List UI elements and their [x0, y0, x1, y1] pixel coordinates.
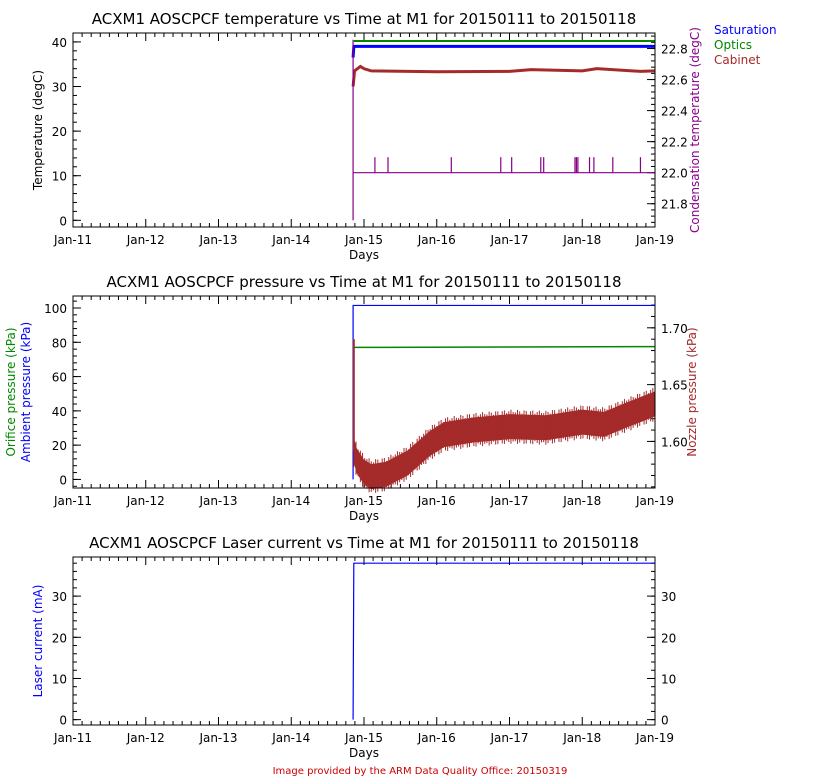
y-tick-label: 10: [52, 672, 67, 686]
x-axis-label: Days: [349, 509, 379, 523]
x-tick-label: Jan-18: [562, 233, 601, 247]
x-tick-label: Jan-18: [562, 731, 601, 745]
footer-credit: Image provided by the ARM Data Quality O…: [272, 766, 568, 777]
x-tick-label: Jan-16: [417, 494, 456, 508]
x-tick-label: Jan-14: [271, 494, 310, 508]
chart-title: ACXM1 AOSCPCF temperature vs Time at M1 …: [92, 10, 636, 28]
x-tick-label: Jan-11: [53, 233, 92, 247]
x-axis-label: Days: [349, 248, 379, 262]
x-tick-label: Jan-14: [271, 731, 310, 745]
series-saturation: [351, 44, 655, 58]
series-ambient-pressure: [352, 304, 655, 480]
x-tick-label: Jan-18: [562, 494, 601, 508]
y-tick-label: 0: [59, 214, 67, 228]
x-tick-label: Jan-13: [198, 494, 237, 508]
y-tick-label: 20: [52, 631, 67, 645]
legend-optics: Optics: [714, 38, 752, 52]
plot-frame: [72, 32, 656, 228]
x-tick-label: Jan-12: [126, 494, 165, 508]
y-right-tick-label: 1.65: [661, 379, 688, 393]
y-tick-label: 30: [52, 81, 67, 95]
legend-saturation: Saturation: [714, 23, 777, 37]
y-right-tick-label: 1.60: [661, 435, 688, 449]
x-tick-label: Jan-17: [489, 233, 528, 247]
x-tick-label: Jan-13: [198, 233, 237, 247]
y-right-tick-label: 22.6: [661, 74, 688, 88]
x-tick-label: Jan-19: [635, 731, 674, 745]
y-axis-label: Laser current (mA): [31, 585, 45, 698]
chart-panel-1: ACXM1 AOSCPCF temperature vs Time at M1 …: [31, 10, 777, 262]
plot-frame: [72, 295, 656, 489]
x-tick-label: Jan-15: [344, 731, 383, 745]
chart-panel-2: ACXM1 AOSCPCF pressure vs Time at M1 for…: [4, 273, 699, 523]
y-right-axis-label: Condensation temperature (degC): [688, 27, 702, 233]
chart-title: ACXM1 AOSCPCF pressure vs Time at M1 for…: [107, 273, 622, 291]
y-axis-label-orifice: Orifice pressure (kPa): [4, 327, 18, 456]
y-right-tick-label: 21.8: [661, 198, 688, 212]
x-tick-label: Jan-12: [126, 731, 165, 745]
x-tick-label: Jan-13: [198, 731, 237, 745]
series-orifice-pressure: [353, 345, 656, 349]
x-tick-label: Jan-11: [53, 731, 92, 745]
y-right-tick-label: 22.8: [661, 43, 688, 57]
y-tick-label: 80: [52, 336, 67, 350]
x-tick-label: Jan-14: [271, 233, 310, 247]
y-tick-label: 30: [52, 590, 67, 604]
y-right-tick-label: 22.0: [661, 167, 688, 181]
y-axis-label: Temperature (degC): [31, 70, 45, 191]
x-tick-label: Jan-16: [417, 731, 456, 745]
x-tick-label: Jan-11: [53, 494, 92, 508]
x-tick-label: Jan-19: [635, 233, 674, 247]
y-right-tick-label: 0: [661, 714, 669, 728]
series-cabinet: [351, 64, 656, 87]
y-tick-label: 0: [59, 714, 67, 728]
y-tick-label: 100: [44, 302, 67, 316]
x-tick-label: Jan-15: [344, 494, 383, 508]
y-right-tick-label: 1.70: [661, 322, 688, 336]
x-axis-label: Days: [349, 746, 379, 760]
x-tick-label: Jan-16: [417, 233, 456, 247]
x-tick-label: Jan-19: [635, 494, 674, 508]
y-tick-label: 40: [52, 36, 67, 50]
y-right-tick-label: 10: [661, 672, 676, 686]
y-tick-label: 20: [52, 125, 67, 139]
y-axis-label-ambient: Ambient pressure (kPa): [19, 322, 33, 462]
x-tick-label: Jan-15: [344, 233, 383, 247]
legend-cabinet: Cabinet: [714, 53, 761, 67]
y-right-tick-label: 22.4: [661, 105, 688, 119]
y-right-axis-label: Nozzle pressure (kPa): [685, 327, 699, 456]
chart-panel-3: ACXM1 AOSCPCF Laser current vs Time at M…: [31, 534, 676, 760]
series-nozzle-pressure-band: [353, 391, 655, 490]
y-tick-label: 40: [52, 405, 67, 419]
y-tick-label: 20: [52, 439, 67, 453]
y-right-tick-label: 22.2: [661, 136, 688, 150]
x-tick-label: Jan-12: [126, 233, 165, 247]
y-tick-label: 10: [52, 170, 67, 184]
chart-title: ACXM1 AOSCPCF Laser current vs Time at M…: [89, 534, 639, 552]
x-tick-label: Jan-17: [489, 494, 528, 508]
y-right-tick-label: 30: [661, 590, 676, 604]
series-laser-current: [352, 562, 655, 720]
y-tick-label: 60: [52, 371, 67, 385]
y-tick-label: 0: [59, 473, 67, 487]
plot-frame: [72, 556, 656, 726]
x-tick-label: Jan-17: [489, 731, 528, 745]
y-right-tick-label: 20: [661, 631, 676, 645]
